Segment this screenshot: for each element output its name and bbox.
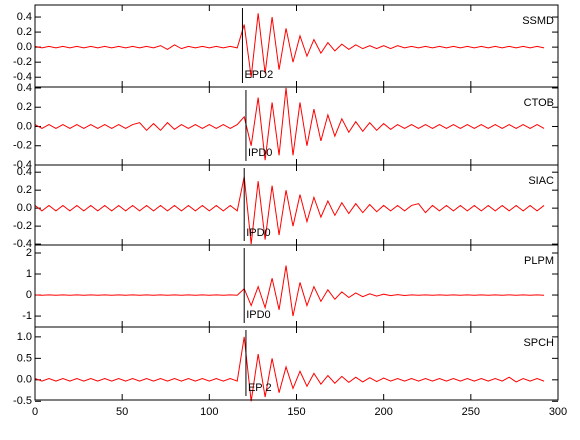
x-tick-label: 300 bbox=[549, 406, 567, 418]
station-label: PLPM bbox=[524, 255, 554, 267]
y-tick-label: -0.4 bbox=[13, 238, 32, 250]
pick-label: EPD2 bbox=[244, 69, 273, 81]
trace bbox=[34, 87, 545, 161]
y-tick-label: 0.0 bbox=[17, 202, 32, 214]
panel-frame bbox=[34, 4, 559, 88]
y-tick-label: 0 bbox=[26, 289, 32, 301]
y-tick-label: 1.0 bbox=[17, 331, 32, 343]
trace bbox=[34, 265, 545, 317]
y-tick-label: -0.4 bbox=[13, 159, 32, 171]
x-tick-label: 0 bbox=[32, 406, 38, 418]
station-label: SIAC bbox=[528, 175, 554, 187]
x-tick-label: 150 bbox=[287, 406, 305, 418]
panel-frame bbox=[34, 326, 559, 401]
y-tick-label: 0.2 bbox=[17, 26, 32, 38]
x-tick-label: 250 bbox=[462, 406, 480, 418]
y-tick-label: 1 bbox=[26, 268, 32, 280]
y-tick-label: 0.2 bbox=[17, 184, 32, 196]
y-tick-label: 0.4 bbox=[17, 82, 32, 94]
y-tick-label: 0.4 bbox=[17, 166, 32, 178]
y-tick-label: -1 bbox=[22, 310, 32, 322]
y-tick-label: -0.2 bbox=[13, 220, 32, 232]
station-label: SPCH bbox=[523, 337, 554, 349]
panel-frame bbox=[34, 164, 559, 246]
y-tick-label: 0.2 bbox=[17, 101, 32, 113]
y-tick-label: 2 bbox=[26, 247, 32, 259]
pick-label: EP 2 bbox=[248, 382, 272, 394]
trace bbox=[34, 176, 545, 245]
x-tick-label: 50 bbox=[116, 406, 128, 418]
y-tick-label: -0.2 bbox=[13, 140, 32, 152]
station-label: SSMD bbox=[522, 15, 554, 27]
y-tick-label: 0.0 bbox=[17, 41, 32, 53]
y-tick-label: 0.5 bbox=[17, 352, 32, 364]
x-tick-label: 100 bbox=[200, 406, 218, 418]
y-tick-label: -0.2 bbox=[13, 56, 32, 68]
y-tick-label: -0.4 bbox=[13, 71, 32, 83]
trace bbox=[34, 336, 545, 402]
y-tick-label: 0.0 bbox=[17, 120, 32, 132]
y-tick-label: 0.4 bbox=[17, 11, 32, 23]
y-tick-label: -0.5 bbox=[13, 395, 32, 407]
y-tick-label: 0.0 bbox=[17, 374, 32, 386]
pick-label: IPD0 bbox=[246, 309, 270, 321]
pick-label: IPD0 bbox=[246, 227, 270, 239]
trace bbox=[34, 13, 545, 78]
panel-frame bbox=[34, 244, 559, 328]
station-label: CTOB bbox=[524, 97, 554, 109]
x-tick-label: 200 bbox=[374, 406, 392, 418]
pick-label: IPD0 bbox=[248, 147, 272, 159]
